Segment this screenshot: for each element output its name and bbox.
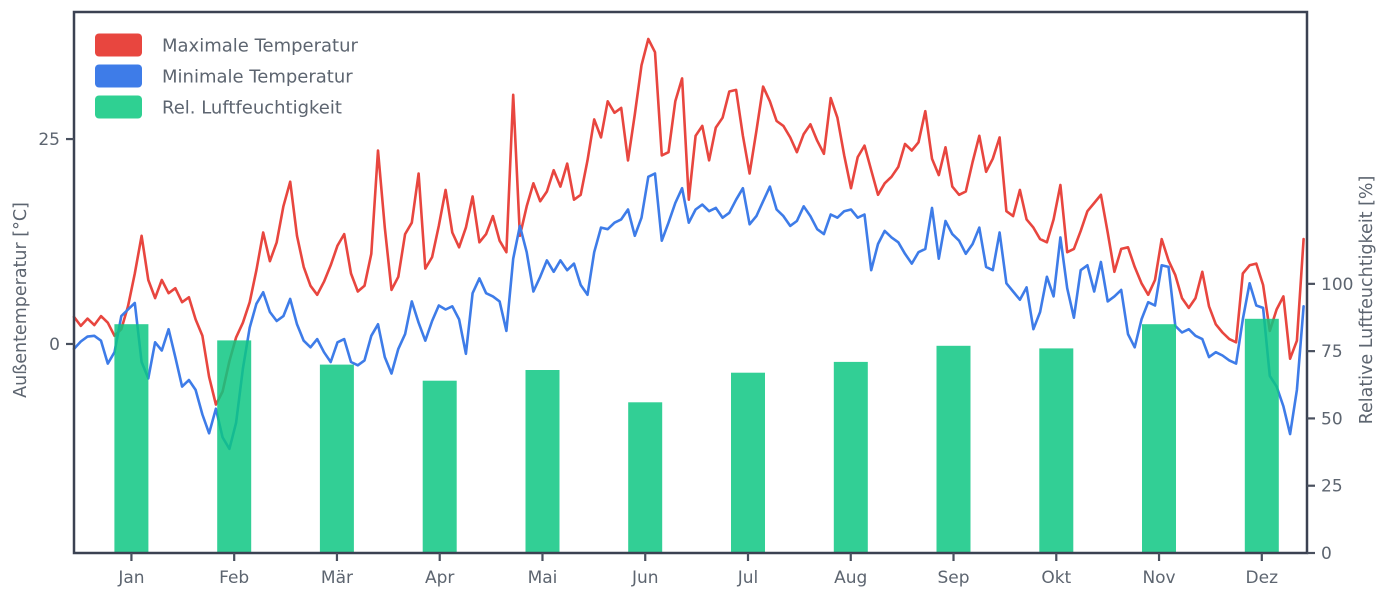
humidity-bar [525, 370, 560, 553]
humidity-bar [217, 340, 252, 553]
humidity-bar [936, 345, 971, 553]
humidity-bar [1244, 318, 1279, 553]
plot-border [72, 10, 1309, 555]
month-tick-label: Apr [425, 568, 454, 588]
right-axis-tick-label: 75 [1321, 342, 1343, 362]
humidity-bar [833, 361, 868, 553]
month-tick-label: Aug [834, 568, 867, 588]
month-tick-label: Nov [1142, 568, 1175, 588]
legend-label-humidity: Rel. Luftfeuchtigkeit [162, 98, 342, 119]
legend-swatch-tmin [95, 64, 142, 88]
right-axis-tick-label: 100 [1321, 275, 1353, 295]
month-tick-label: Dez [1246, 568, 1279, 588]
month-tick-label: Okt [1041, 568, 1071, 588]
humidity-bar [1039, 348, 1074, 553]
month-tick-label: Feb [219, 568, 249, 588]
left-axis-tick-label: 25 [38, 130, 60, 150]
humidity-bar [319, 364, 354, 553]
humidity-bar [422, 380, 457, 553]
month-tick-label: Mai [528, 568, 558, 588]
month-tick-label: Jan [117, 568, 144, 588]
right-axis-tick-label: 50 [1321, 409, 1343, 429]
left-axis-tick-label: 0 [49, 335, 60, 355]
month-tick-label: Sep [937, 568, 969, 588]
month-tick-label: Jun [631, 568, 659, 588]
left-axis-title: Außentemperatur [°C] [11, 202, 31, 398]
tmax-line [72, 37, 1305, 406]
legend-label-tmin: Minimale Temperatur [162, 67, 353, 88]
legend-swatch-humidity [95, 95, 142, 119]
month-tick-label: Mär [321, 568, 353, 588]
tmin-line [72, 172, 1305, 451]
humidity-bar [628, 402, 663, 553]
humidity-bar [114, 324, 149, 553]
right-axis-tick-label: 0 [1321, 544, 1332, 564]
month-tick-label: Jul [737, 568, 759, 588]
legend-label-tmax: Maximale Temperatur [162, 36, 359, 57]
humidity-bar [731, 372, 765, 553]
legend-swatch-tmax [95, 33, 142, 57]
humidity-bar [1142, 324, 1176, 553]
right-axis-title: Relative Luftfeuchtigkeit [%] [1357, 176, 1377, 425]
right-axis-tick-label: 25 [1321, 477, 1343, 497]
